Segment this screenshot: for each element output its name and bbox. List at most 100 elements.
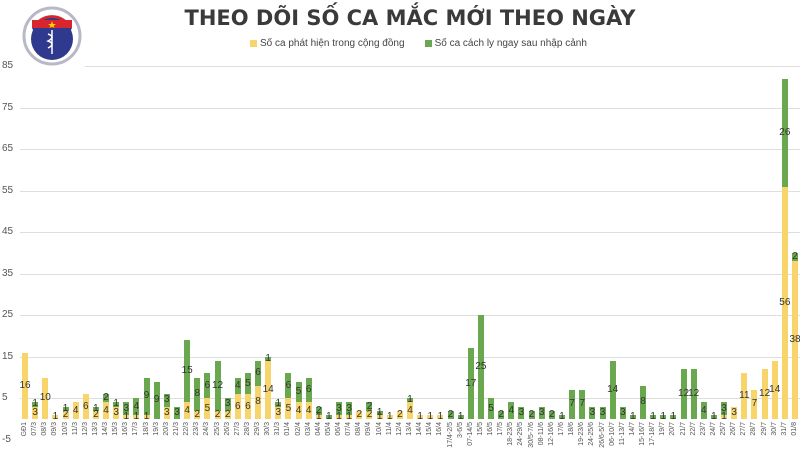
value-label-quarantine: 1	[660, 410, 667, 422]
bar-27/7	[741, 373, 748, 419]
value-label-community: 38	[789, 334, 800, 346]
bar-segment-quarantine	[558, 414, 565, 419]
x-tick-label: 20/3	[162, 422, 170, 436]
bar-segment-quarantine	[224, 398, 231, 411]
bar-18/3	[143, 377, 150, 420]
x-tick-label: 14/4	[416, 422, 424, 436]
x-tick-label: 17/5	[497, 422, 505, 436]
x-tick-label: 22/3	[183, 422, 191, 436]
bar-3-6/5	[457, 414, 464, 419]
value-label-quarantine: 5	[488, 402, 494, 414]
bar-segment-quarantine	[62, 406, 69, 411]
x-tick-label: 17/3	[132, 422, 140, 436]
bar-segment-quarantine	[153, 381, 160, 419]
bar-segment-community	[721, 414, 728, 419]
bar-segment-community	[396, 410, 403, 419]
bar-24/7	[710, 414, 717, 419]
value-label-quarantine: 3	[589, 406, 596, 418]
x-tick-label: 14/7	[628, 422, 636, 436]
gridline	[20, 274, 800, 275]
value-label-community: 16	[19, 379, 31, 391]
bar-segment-quarantine	[285, 373, 292, 399]
bar-19/3	[153, 381, 160, 419]
bar-29/7	[761, 369, 768, 419]
bar-10/4	[376, 410, 383, 419]
y-tick-label: 75	[2, 101, 14, 113]
x-tick-label: 13/4	[406, 422, 413, 436]
bar-31/3	[275, 402, 282, 419]
value-label-community: 1	[427, 410, 434, 422]
value-label-community: 2	[93, 408, 99, 420]
bar-segment-community	[204, 398, 211, 419]
value-label-community: 5	[204, 402, 211, 414]
bar-segment-quarantine	[629, 414, 636, 419]
x-tick-label: 01/8	[791, 422, 798, 436]
x-tick-label: 07/3	[31, 422, 39, 436]
x-tick-label: 24/7	[709, 422, 717, 436]
value-label-quarantine: 2	[498, 408, 504, 420]
bar-21/7	[680, 369, 687, 419]
bar-segment-community	[315, 414, 322, 419]
bar-segment-community	[295, 402, 302, 419]
bar-segment-quarantine	[275, 402, 282, 407]
value-label-quarantine: 1	[559, 410, 565, 422]
bar-01/4	[285, 373, 292, 419]
value-label-community: 4	[305, 404, 312, 416]
bar-segment-community	[781, 186, 788, 419]
value-label-quarantine: 26	[779, 126, 791, 138]
bar-30/3	[265, 356, 272, 419]
bar-22/7	[690, 369, 697, 419]
x-tick-label: 12/4	[395, 422, 403, 436]
value-label-community: 2	[62, 408, 69, 420]
bar-segment-community	[356, 410, 363, 419]
value-label-quarantine: 3	[619, 406, 626, 418]
x-tick-label: 06/4	[335, 422, 343, 436]
value-label-quarantine: 3	[599, 406, 606, 418]
bar-17/4-2/5	[447, 410, 454, 419]
value-label-community: 1	[417, 410, 423, 422]
value-label-quarantine: 2	[528, 408, 535, 420]
x-tick-label: 09/4	[365, 422, 373, 436]
bar-segment-community	[741, 373, 748, 419]
bar-segment-community	[437, 414, 444, 419]
bar-segment-community	[771, 360, 778, 419]
value-label-community: 1	[437, 410, 444, 422]
ministry-of-health-logo	[22, 6, 82, 66]
value-label-quarantine: 2	[447, 408, 454, 420]
legend-label-quarantine: Số ca cách ly ngay sau nhập cảnh	[434, 38, 587, 49]
bar-29/3	[255, 360, 262, 419]
bar-segment-community	[761, 369, 768, 419]
value-label-quarantine: 1	[407, 394, 413, 406]
bar-segment-quarantine	[721, 402, 728, 415]
x-tick-label: 11/4	[385, 422, 393, 436]
value-label-quarantine: 12	[677, 388, 690, 400]
x-tick-label: 30/7	[770, 422, 778, 436]
bar-segment-quarantine	[336, 402, 343, 415]
bar-segment-quarantine	[244, 373, 251, 395]
bar-segment-community	[82, 394, 89, 419]
value-label-community: 1	[346, 410, 352, 422]
y-tick-label: -5	[2, 433, 11, 445]
bar-segment-quarantine	[204, 373, 211, 399]
bar-segment-quarantine	[214, 360, 221, 411]
bar-25/7	[721, 402, 728, 419]
value-label-quarantine: 3	[336, 402, 342, 414]
value-label-quarantine: 3	[721, 402, 727, 414]
value-label-quarantine: 1	[113, 398, 119, 410]
bar-GĐ1	[22, 352, 28, 419]
x-tick-label: 23/3	[193, 422, 201, 436]
bar-16/4	[437, 414, 444, 419]
bar-segment-community	[376, 414, 383, 419]
value-label-quarantine: 2	[103, 392, 109, 404]
bar-segment-community	[792, 261, 798, 419]
x-tick-label: 15/5	[476, 422, 484, 436]
bar-13/4	[407, 398, 413, 419]
bar-segment-community	[386, 414, 393, 419]
x-tick-label: 18/3	[142, 422, 150, 436]
bar-06/4	[336, 402, 343, 419]
x-tick-label: 27/3	[233, 422, 241, 436]
x-tick-label: 04/4	[314, 422, 322, 436]
x-tick-label: 01/4	[284, 422, 292, 436]
value-label-community: 3	[731, 406, 737, 418]
bar-26/7	[731, 406, 738, 419]
